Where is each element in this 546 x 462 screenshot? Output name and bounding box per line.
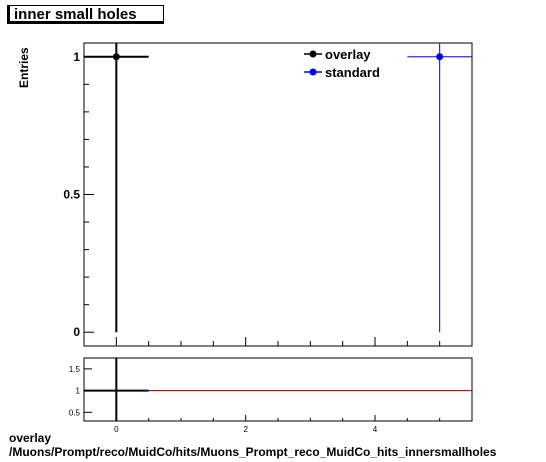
main-y-tick-label: 0 xyxy=(73,325,80,339)
ratio-x-tick-label: 0 xyxy=(114,425,119,434)
title-box xyxy=(7,5,164,24)
footer-line-2: /Muons/Prompt/reco/MuidCo/hits/Muons_Pro… xyxy=(9,445,497,459)
chart-title: inner small holes xyxy=(14,6,137,23)
ratio-x-tick-label: 2 xyxy=(243,425,248,434)
legend-label-overlay: overlay xyxy=(325,47,371,62)
ratio-y-tick-label: 1 xyxy=(76,387,81,396)
main-y-tick-label: 0.5 xyxy=(63,188,80,202)
main-plot-frame xyxy=(83,42,473,347)
ratio-y-tick-label: 0.5 xyxy=(69,408,81,417)
legend-marker-overlay xyxy=(309,50,317,58)
ratio-x-tick-label: 4 xyxy=(373,425,378,434)
overlay-point xyxy=(112,53,120,61)
standard-point xyxy=(436,53,444,61)
ratio-y-tick-label: 1.5 xyxy=(69,365,81,374)
legend-label-standard: standard xyxy=(325,65,380,80)
ratio-plot-frame xyxy=(83,357,473,422)
main-y-tick-label: 1 xyxy=(73,50,80,64)
legend-marker-standard xyxy=(309,68,317,76)
footer-line-1: overlay xyxy=(9,431,52,445)
